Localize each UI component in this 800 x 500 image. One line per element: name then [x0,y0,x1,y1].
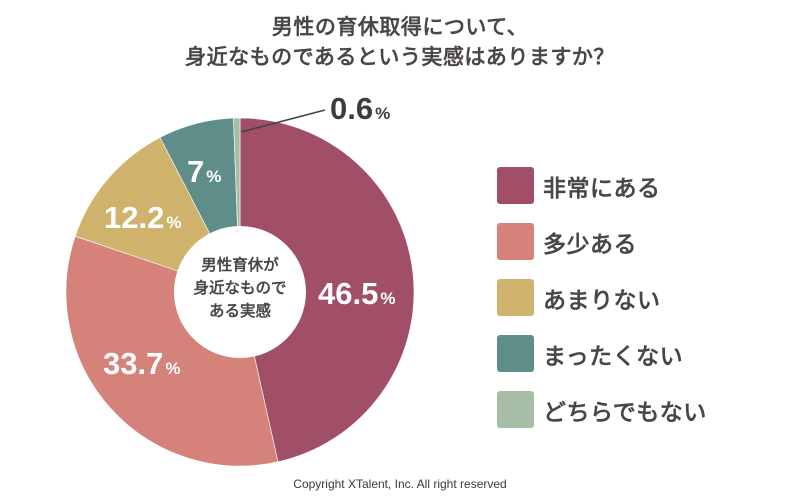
copyright-text: Copyright XTalent, Inc. All right reserv… [293,477,507,491]
legend-label: 非常にある [543,175,661,202]
pie-slices [65,117,415,467]
unit: % [166,213,182,232]
legend-label: どちらでもない [543,399,707,426]
legend-swatch [497,279,534,316]
slice-label-not-much: 12.2% [104,200,181,236]
legend-swatch [497,167,534,204]
unit: % [165,359,181,378]
chart-title: 男性の育休取得について、 身近なものであるという実感はありますか？ [0,12,800,72]
center-label-line1: 男性育休が [201,256,279,274]
legend-swatch [497,223,534,260]
legend-swatch [497,335,534,372]
legend-swatch [497,391,534,428]
callout-line-0.6 [240,109,326,133]
legend-item-not-at-all: まったくない [497,335,707,372]
donut-hole [174,226,306,358]
legend-item-somewhat: 多少ある [497,223,707,260]
unit: % [380,289,396,308]
pie-slice [239,117,415,463]
legend-label: あまりない [543,287,661,314]
slice-label-somewhat: 33.7% [103,346,180,382]
slice-label-very: 46.5% [318,276,395,312]
slice-label-neither: 0.6% [330,91,390,127]
slice-label-not-at-all: 7% [187,154,221,190]
center-label-line3: ある実感 [208,302,271,320]
legend-item-not-much: あまりない [497,279,707,316]
chart-title-line2: 身近なものであるという実感はありますか？ [185,45,615,69]
center-label-line2: 身近なもので [193,279,287,297]
value: 12.2 [104,200,165,235]
value: 33.7 [103,346,164,381]
chart-title-line1: 男性の育休取得について、 [271,15,529,39]
legend-label: まったくない [543,343,684,370]
unit: % [206,167,222,186]
donut-center-label: 男性育休が 身近なもので ある実感 [172,254,308,323]
legend-item-very: 非常にある [497,167,707,204]
value: 46.5 [318,276,379,311]
value: 0.6 [330,91,374,126]
legend-label: 多少ある [543,231,637,258]
unit: % [375,104,391,123]
legend-item-neither: どちらでもない [497,391,707,428]
value: 7 [187,154,205,189]
legend: 非常にある 多少ある あまりない まったくない どちらでもない [497,167,707,447]
